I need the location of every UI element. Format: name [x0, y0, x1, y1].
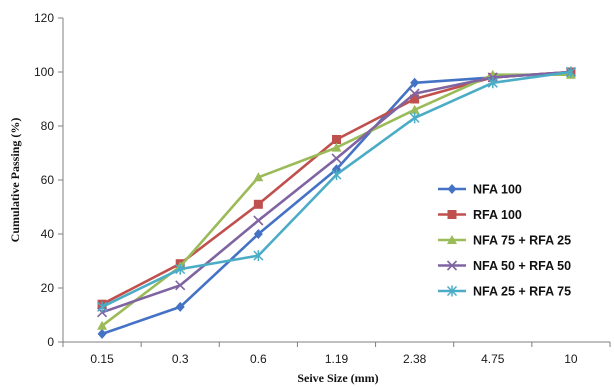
data-point	[97, 301, 108, 313]
legend: NFA 100 RFA 100 NFA 75 + RFA 25 NFA 50 + RF…	[438, 183, 571, 299]
legend-marker	[447, 210, 457, 219]
legend-marker	[447, 235, 457, 244]
data-point	[332, 135, 341, 144]
x-tick-label: 0.15	[90, 352, 114, 366]
x-axis-title: Seive Size (mm)	[297, 371, 378, 385]
y-axis-title: Cumulative Passing (%)	[8, 118, 22, 243]
legend-item: NFA 75 + RFA 25	[438, 234, 571, 248]
data-point	[253, 199, 263, 209]
legend-label: RFA 100	[473, 208, 522, 222]
data-point	[409, 112, 420, 124]
data-point	[331, 153, 342, 164]
legend-label: NFA 50 + RFA 50	[473, 259, 571, 273]
data-point	[253, 172, 264, 182]
y-tick-label: 20	[41, 281, 55, 295]
x-tick-label: 0.3	[172, 352, 189, 366]
data-point	[409, 88, 420, 99]
y-tick-label: 120	[34, 11, 54, 25]
data-point	[175, 280, 186, 291]
y-tick-label: 80	[41, 119, 55, 133]
data-point	[97, 328, 107, 339]
data-point	[253, 215, 264, 226]
series-layer	[97, 66, 576, 339]
y-tick-label: 60	[41, 173, 55, 187]
legend-item: NFA 50 + RFA 50	[438, 259, 571, 273]
y-tick-label: 100	[34, 65, 54, 79]
y-tick-label: 0	[47, 335, 54, 349]
data-point	[410, 77, 420, 88]
data-point	[253, 250, 264, 262]
legend-item: RFA 100	[438, 208, 522, 222]
data-point	[331, 169, 342, 181]
legend-item: NFA 25 + RFA 75	[438, 285, 571, 299]
x-axis-ticks: 0.15 0.3 0.6 1.19 2.38 4.75 10	[62, 342, 611, 366]
series-nfa-25-rfa-75	[97, 66, 576, 313]
legend-marker	[446, 285, 458, 297]
data-point	[97, 320, 108, 330]
data-point	[175, 301, 185, 312]
x-tick-label: 10	[564, 352, 578, 366]
legend-label: NFA 25 + RFA 75	[473, 285, 571, 299]
x-tick-label: 4.75	[481, 352, 505, 366]
y-tick-label: 40	[41, 227, 55, 241]
y-axis-ticks: 0 20 40 60 80 100 120	[34, 11, 63, 349]
data-point	[253, 229, 263, 239]
legend-label: NFA 100	[473, 183, 522, 197]
x-tick-label: 0.6	[250, 352, 267, 366]
data-point	[410, 94, 420, 104]
data-point	[331, 142, 342, 152]
data-point	[565, 66, 576, 78]
x-tick-label: 1.19	[325, 352, 349, 366]
x-tick-label: 2.38	[403, 352, 427, 366]
legend-marker	[447, 184, 457, 194]
legend-label: NFA 75 + RFA 25	[473, 234, 571, 248]
data-point	[175, 263, 186, 275]
legend-marker	[446, 260, 458, 271]
data-point	[409, 104, 420, 114]
legend-item: NFA 100	[438, 183, 522, 197]
data-point	[487, 77, 498, 89]
